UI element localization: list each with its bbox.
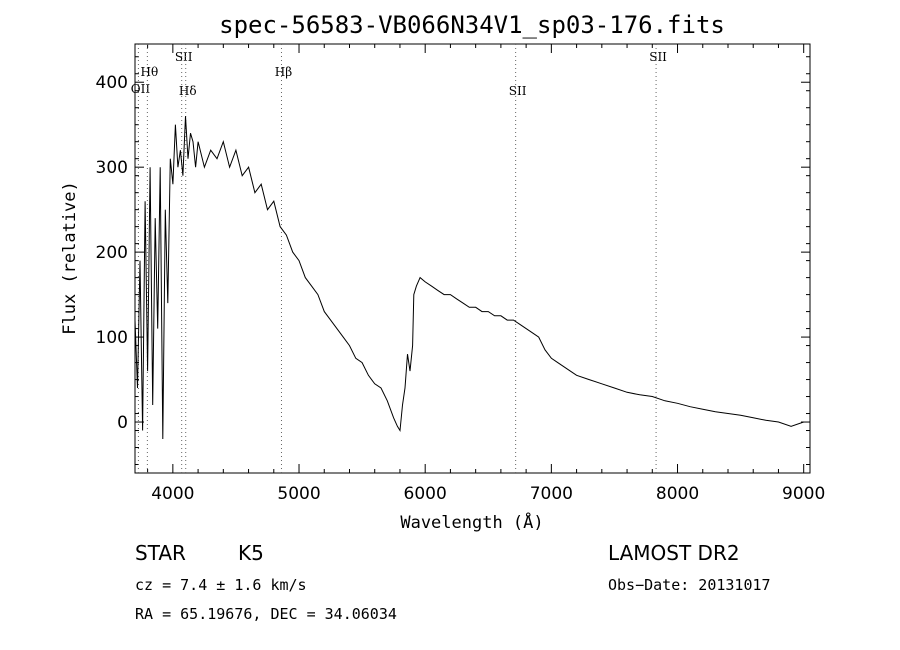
coordinates: RA = 65.19676, DEC = 34.06034	[135, 605, 397, 623]
emission-line-label: SII	[649, 50, 667, 64]
y-axis-label: Flux (relative)	[60, 181, 80, 335]
y-tick-label: 100	[96, 328, 128, 348]
plot-frame	[134, 43, 811, 474]
emission-line-label: SII	[509, 84, 527, 98]
emission-line-label: OII	[131, 82, 151, 96]
flux-series-line	[134, 116, 804, 440]
y-tick-label: 200	[96, 243, 128, 263]
x-tick-label: 9000	[782, 484, 825, 504]
emission-line-label: Hβ	[275, 65, 292, 79]
observation-date: Obs−Date: 20131017	[608, 576, 771, 594]
x-tick-label: 4000	[151, 484, 194, 504]
x-axis-label: Wavelength (Å)	[400, 511, 543, 533]
object-class: STAR	[135, 541, 186, 565]
y-tick-label: 300	[96, 158, 128, 178]
emission-line-label: Hδ	[179, 84, 197, 98]
x-axis: 4000 5000 6000 7000 8000 9000	[147, 44, 825, 504]
x-tick-label: 8000	[656, 484, 699, 504]
x-tick-label: 6000	[404, 484, 447, 504]
x-tick-label: 7000	[530, 484, 573, 504]
emission-line-label: SII	[175, 50, 193, 64]
object-subclass: K5	[238, 541, 264, 565]
y-tick-label: 0	[117, 413, 128, 433]
survey-label: LAMOST DR2	[608, 541, 740, 565]
y-axis: 0 100 200 300 400	[96, 56, 810, 466]
x-tick-label: 5000	[277, 484, 320, 504]
y-tick-label: 400	[96, 73, 128, 93]
chart-title: spec-56583-VB066N34V1_sp03-176.fits	[219, 11, 725, 39]
spectrum-plot: spec-56583-VB066N34V1_sp03-176.fits 4000…	[60, 11, 825, 533]
line-annotations: OII Hθ SII Hδ Hβ SII SII	[131, 44, 667, 473]
emission-line-label: Hθ	[141, 65, 159, 79]
redshift-info: cz = 7.4 ± 1.6 km/s	[135, 576, 307, 594]
